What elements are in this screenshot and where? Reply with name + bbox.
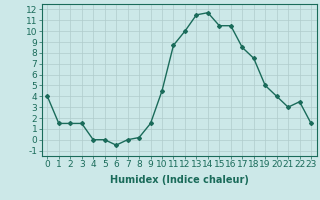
X-axis label: Humidex (Indice chaleur): Humidex (Indice chaleur) <box>110 175 249 185</box>
